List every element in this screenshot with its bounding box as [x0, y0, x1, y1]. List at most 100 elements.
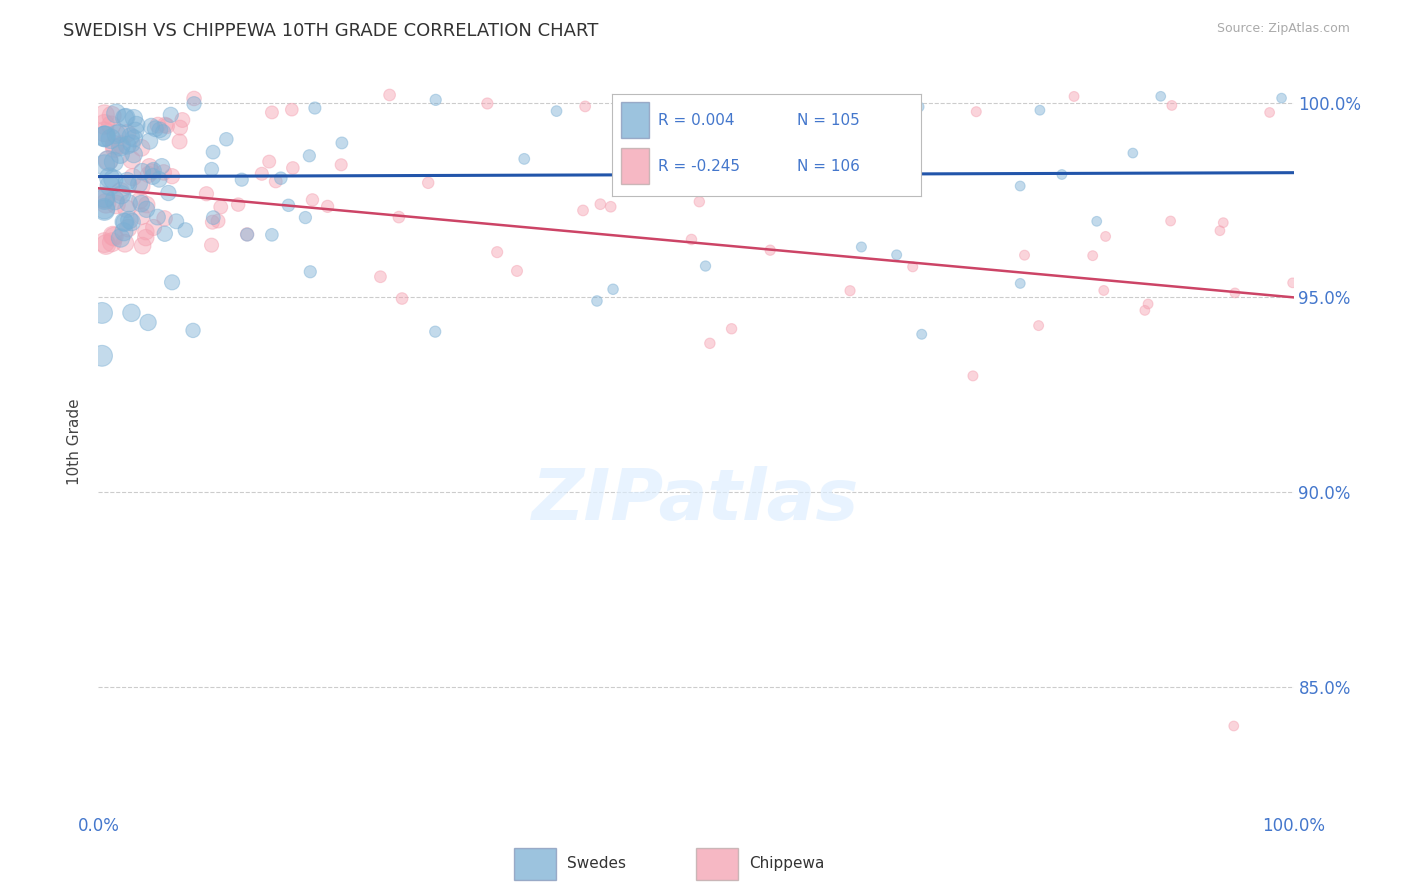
- Point: [94, 196, 117, 211]
- Point: [131, 141, 153, 155]
- Point: [115, 127, 138, 141]
- Point: [1212, 216, 1234, 230]
- FancyBboxPatch shape: [513, 848, 555, 880]
- Point: [769, 101, 792, 115]
- Point: [1028, 318, 1050, 333]
- Point: [851, 240, 873, 254]
- Text: R = -0.245: R = -0.245: [658, 159, 740, 174]
- Point: [108, 126, 131, 140]
- Point: [117, 196, 139, 211]
- Point: [886, 248, 908, 262]
- Point: [207, 214, 229, 228]
- Point: [257, 154, 280, 169]
- Point: [181, 323, 204, 337]
- Point: [135, 197, 157, 211]
- FancyBboxPatch shape: [621, 148, 648, 184]
- Point: [98, 178, 121, 193]
- Point: [114, 236, 136, 251]
- Point: [231, 172, 253, 186]
- Point: [965, 104, 987, 119]
- Point: [695, 259, 717, 273]
- Point: [120, 306, 142, 320]
- Point: [572, 203, 595, 218]
- Point: [142, 220, 165, 235]
- Point: [666, 103, 689, 118]
- Point: [688, 194, 710, 209]
- Point: [131, 179, 153, 194]
- Point: [586, 293, 609, 308]
- Point: [131, 165, 153, 179]
- Point: [513, 152, 536, 166]
- Point: [138, 168, 160, 182]
- Point: [1094, 229, 1116, 244]
- FancyBboxPatch shape: [696, 848, 738, 880]
- Point: [110, 185, 132, 199]
- Point: [1010, 277, 1032, 291]
- Point: [114, 215, 136, 229]
- Point: [298, 149, 321, 163]
- Point: [121, 170, 143, 185]
- Point: [226, 197, 249, 211]
- FancyBboxPatch shape: [621, 102, 648, 137]
- Point: [330, 136, 353, 150]
- Point: [94, 128, 117, 143]
- Point: [110, 231, 132, 245]
- Point: [117, 138, 139, 153]
- Point: [260, 227, 283, 242]
- Point: [174, 223, 197, 237]
- Point: [270, 171, 292, 186]
- Point: [100, 119, 122, 133]
- Point: [105, 106, 128, 120]
- Point: [723, 161, 745, 175]
- Point: [104, 194, 127, 208]
- Point: [759, 243, 782, 257]
- Point: [195, 186, 218, 201]
- Point: [117, 221, 139, 235]
- Point: [236, 227, 259, 242]
- Point: [93, 235, 115, 250]
- Point: [839, 284, 862, 298]
- Point: [1029, 103, 1052, 118]
- Point: [93, 158, 115, 172]
- Point: [425, 93, 447, 107]
- Point: [1081, 249, 1104, 263]
- Point: [277, 198, 299, 212]
- Point: [378, 87, 401, 102]
- Y-axis label: 10th Grade: 10th Grade: [67, 398, 83, 485]
- Point: [160, 276, 183, 290]
- Point: [101, 228, 124, 243]
- Text: Swedes: Swedes: [567, 855, 626, 871]
- Point: [138, 160, 160, 174]
- Point: [100, 132, 122, 146]
- Point: [91, 349, 114, 363]
- Point: [172, 113, 194, 128]
- Point: [330, 158, 353, 172]
- Point: [93, 129, 115, 144]
- Point: [574, 99, 596, 113]
- Point: [131, 209, 153, 223]
- Point: [370, 269, 392, 284]
- Point: [1271, 91, 1294, 105]
- Point: [115, 111, 138, 125]
- Point: [129, 194, 152, 208]
- Point: [131, 238, 153, 252]
- Point: [117, 178, 139, 192]
- Point: [1063, 89, 1085, 103]
- Point: [103, 172, 125, 186]
- Point: [145, 121, 167, 136]
- Point: [110, 139, 132, 153]
- Point: [156, 119, 179, 133]
- Point: [260, 105, 283, 120]
- Point: [142, 163, 165, 178]
- Point: [135, 230, 157, 244]
- Point: [91, 306, 114, 320]
- Point: [911, 327, 934, 342]
- Point: [183, 91, 205, 105]
- Point: [1122, 146, 1144, 161]
- Point: [169, 135, 191, 149]
- Point: [169, 120, 191, 135]
- Point: [901, 260, 924, 274]
- Point: [105, 128, 128, 142]
- Point: [602, 282, 624, 296]
- Point: [136, 315, 159, 329]
